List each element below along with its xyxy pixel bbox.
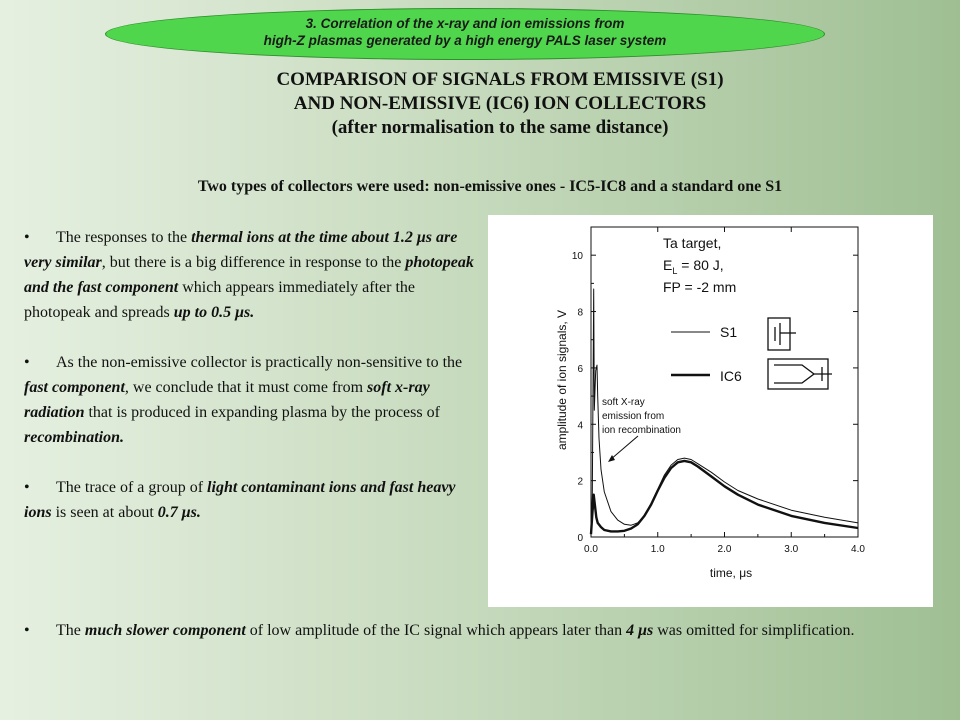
- bottom-note: • The much slower component of low amplit…: [24, 618, 924, 643]
- bottom-text: was omitted for simplification.: [653, 622, 855, 639]
- bullet-1: • The responses to the thermal ions at th…: [24, 225, 484, 325]
- bullet-text: The trace of a group of: [56, 479, 208, 496]
- bullet-emphasis: light contaminant ions and fast heavy io…: [24, 479, 456, 521]
- banner-line-1: 3. Correlation of the x-ray and ion emis…: [305, 16, 625, 31]
- annotation-line-3: ion recombination: [602, 425, 681, 436]
- bullet-text: The responses to the: [56, 229, 192, 246]
- bullet-list: • The responses to the thermal ions at th…: [24, 225, 484, 550]
- info-el-prefix: E: [663, 257, 672, 273]
- x-axis-label: time, μs: [710, 566, 752, 580]
- bullet-emphasis: soft x-ray radiation: [24, 379, 430, 421]
- bullet-emphasis: photopeak and the fast component: [24, 254, 474, 296]
- title-line-2: AND NON-EMISSIVE (IC6) ION COLLECTORS: [293, 93, 707, 114]
- y-tick-label: 8: [577, 308, 583, 319]
- section-banner: 3. Correlation of the x-ray and ion emis…: [105, 8, 825, 60]
- bullet-emphasis: fast component: [24, 379, 125, 396]
- y-tick-label: 10: [572, 251, 584, 262]
- legend-label-s1: S1: [720, 324, 737, 340]
- bullet-text: is seen at about: [51, 504, 158, 521]
- bullet-emphasis: up to 0.5 μs.: [173, 304, 255, 321]
- chart-series: [589, 288, 859, 535]
- x-tick-label: 4.0: [851, 544, 865, 555]
- bullet-2: • As the non-emissive collector is practi…: [24, 350, 484, 450]
- bullet-marker: •: [24, 354, 30, 371]
- chart-axes: 0.0 1.0 2.0 3.0 4.0 0 2 4 6 8 10: [572, 226, 865, 555]
- info-line-3: FP = -2 mm: [663, 279, 736, 295]
- info-el-sub: L: [672, 266, 677, 276]
- series-line-ic6: [589, 459, 859, 535]
- bullet-text: that is produced in expanding plasma by …: [84, 404, 440, 421]
- bullet-text: which appears immediately after the phot…: [24, 279, 416, 321]
- y-tick-label: 4: [577, 420, 583, 431]
- bullet-marker: •: [24, 479, 30, 496]
- banner-line-2: high-Z plasmas generated by a high energ…: [263, 33, 667, 48]
- bottom-emphasis: much slower component: [84, 622, 246, 639]
- legend-label-ic6: IC6: [720, 368, 742, 384]
- bullet-3: • The trace of a group of light contamina…: [24, 475, 484, 525]
- bullet-emphasis: thermal ions at the time about 1.2 μs ar…: [24, 229, 458, 271]
- bullet-marker: •: [24, 229, 30, 246]
- bullet-emphasis: 0.7 μs.: [157, 504, 201, 521]
- y-axis-label: amplitude of ion signals, V: [555, 310, 569, 450]
- annotation-line-1: soft X-ray: [602, 397, 645, 408]
- x-tick-label: 1.0: [651, 544, 665, 555]
- page-subtitle: Two types of collectors were used: non-e…: [197, 178, 783, 195]
- x-tick-label: 3.0: [784, 544, 798, 555]
- bottom-text: The: [56, 622, 85, 639]
- annotation-arrow-head: [608, 455, 615, 462]
- x-tick-label: 2.0: [718, 544, 732, 555]
- signal-chart: 0.0 1.0 2.0 3.0 4.0 0 2 4 6 8 10 amplitude of ion …: [488, 215, 933, 607]
- bottom-emphasis: 4 μs: [626, 622, 654, 639]
- bullet-text: , we conclude that it must come from: [124, 379, 368, 396]
- x-tick-label: 0.0: [584, 544, 598, 555]
- bullet-text: As the non-emissive collector is practic…: [56, 354, 463, 371]
- info-line-2: EL = 80 J,: [663, 257, 724, 276]
- bullet-text: , but there is a big difference in respo…: [101, 254, 406, 271]
- recombination-annotation: soft X-ray emission from ion recombinati…: [602, 397, 681, 462]
- title-line-1: COMPARISON OF SIGNALS FROM EMISSIVE (S1): [276, 69, 724, 90]
- annotation-line-2: emission from: [602, 411, 664, 422]
- bottom-text: of low amplitude of the IC signal which …: [245, 622, 627, 639]
- bullet-emphasis: recombination.: [24, 429, 125, 446]
- info-box: Ta target, EL = 80 J, FP = -2 mm: [663, 235, 736, 295]
- legend: S1 IC6: [671, 324, 742, 384]
- page-title: COMPARISON OF SIGNALS FROM EMISSIVE (S1)…: [0, 68, 960, 140]
- info-line-1: Ta target,: [663, 235, 721, 251]
- annotation-arrow-line: [609, 435, 639, 461]
- title-line-3: (after normalisation to the same distanc…: [331, 117, 669, 138]
- y-tick-label: 2: [577, 477, 583, 488]
- ic6-collector-icon: [767, 358, 832, 390]
- info-el-rest: = 80 J,: [677, 257, 723, 273]
- chart-svg: 0.0 1.0 2.0 3.0 4.0 0 2 4 6 8 10 amplitude of ion …: [555, 226, 865, 580]
- bullet-marker: •: [24, 622, 30, 639]
- y-tick-label: 0: [577, 533, 583, 544]
- y-tick-label: 6: [577, 364, 583, 375]
- s1-collector-icon: [767, 317, 796, 351]
